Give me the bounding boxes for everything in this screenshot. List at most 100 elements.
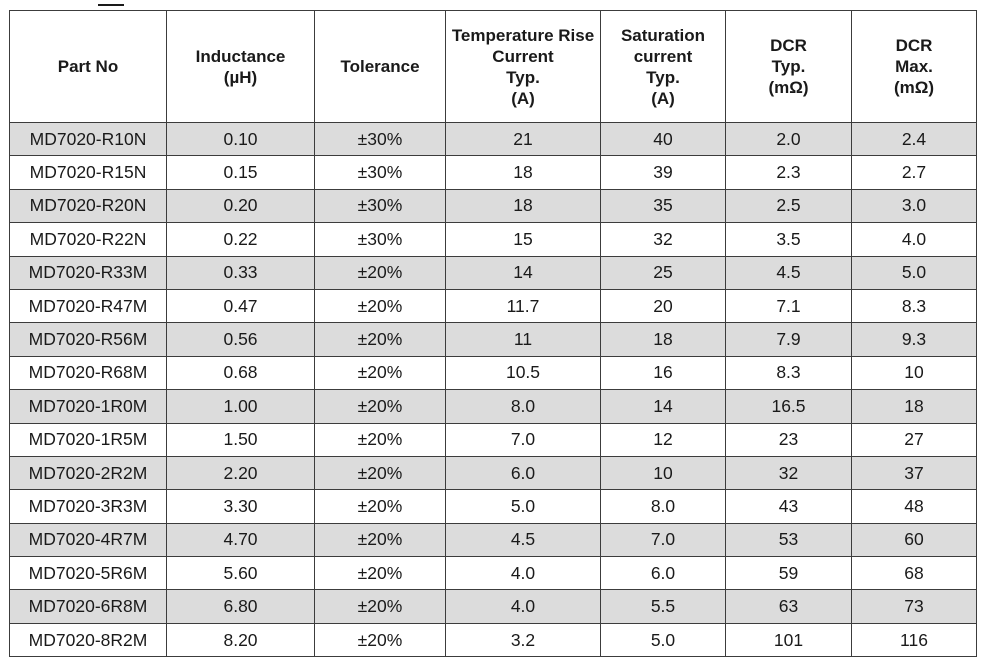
cell-dcr-max: 73	[851, 589, 977, 624]
header-text-line: Current	[492, 46, 554, 66]
header-text-line: Tolerance	[340, 57, 420, 76]
cell-saturation-current: 40	[600, 121, 726, 157]
cell-dcr-typ: 4.5	[725, 255, 852, 290]
header-tolerance: Tolerance	[314, 10, 446, 123]
cell-part-no: MD7020-R47M	[9, 288, 167, 324]
cell-part-no: MD7020-5R6M	[9, 556, 167, 591]
cell-saturation-current: 39	[600, 155, 726, 190]
cell-tolerance: ±20%	[314, 589, 446, 624]
cell-tolerance: ±20%	[314, 389, 446, 424]
header-text-line: DCR	[895, 36, 933, 55]
cell-part-no: MD7020-R56M	[9, 322, 167, 357]
cell-inductance: 1.50	[166, 422, 315, 457]
cell-saturation-current: 10	[600, 455, 726, 491]
cell-dcr-max: 2.7	[851, 155, 977, 190]
cell-tolerance: ±20%	[314, 322, 446, 357]
cell-temp-rise-current: 5.0	[445, 489, 601, 524]
cell-inductance: 8.20	[166, 622, 315, 658]
table-row: MD7020-R56M 0.56 ±20% 11 18 7.9 9.3	[9, 322, 977, 357]
cell-dcr-typ: 43	[725, 489, 852, 524]
cell-part-no: MD7020-8R2M	[9, 622, 167, 658]
cell-dcr-typ: 2.0	[725, 121, 852, 157]
cell-dcr-typ: 23	[725, 422, 852, 457]
cell-saturation-current: 32	[600, 222, 726, 257]
table-row: MD7020-R10N 0.10 ±30% 21 40 2.0 2.4	[9, 121, 977, 157]
table-row: MD7020-6R8M 6.80 ±20% 4.0 5.5 63 73	[9, 589, 977, 624]
cell-inductance: 2.20	[166, 455, 315, 491]
cell-part-no: MD7020-R22N	[9, 222, 167, 257]
header-row: Part No Inductance (µH) Tolerance Temperatur…	[9, 10, 977, 123]
table-row: MD7020-R68M 0.68 ±20% 10.5 16 8.3 10	[9, 355, 977, 391]
table-body: MD7020-R10N 0.10 ±30% 21 40 2.0 2.4 MD7020-R15N…	[9, 121, 977, 658]
header-text-line: Max.	[895, 57, 933, 76]
header-text-line: Typ.	[506, 67, 540, 87]
cell-tolerance: ±20%	[314, 489, 446, 524]
cell-tolerance: ±20%	[314, 556, 446, 591]
header-saturation-current: Saturation current Typ. (A)	[600, 10, 726, 123]
cell-inductance: 4.70	[166, 522, 315, 558]
header-part-no: Part No	[9, 10, 167, 123]
cell-inductance: 0.68	[166, 355, 315, 391]
cell-inductance: 1.00	[166, 389, 315, 424]
cell-part-no: MD7020-4R7M	[9, 522, 167, 558]
cell-saturation-current: 5.0	[600, 622, 726, 658]
cell-dcr-typ: 2.3	[725, 155, 852, 190]
cell-dcr-max: 4.0	[851, 222, 977, 257]
cell-part-no: MD7020-R20N	[9, 188, 167, 224]
cell-part-no: MD7020-1R5M	[9, 422, 167, 457]
header-text-line: Saturation	[620, 25, 706, 45]
cell-part-no: MD7020-3R3M	[9, 489, 167, 524]
cell-saturation-current: 35	[600, 188, 726, 224]
cell-temp-rise-current: 11	[445, 322, 601, 357]
cell-saturation-current: 5.5	[600, 589, 726, 624]
cell-temp-rise-current: 3.2	[445, 622, 601, 658]
cell-temp-rise-current: 6.0	[445, 455, 601, 491]
header-text-line: Part No	[57, 57, 119, 76]
cell-dcr-max: 9.3	[851, 322, 977, 357]
cell-dcr-typ: 3.5	[725, 222, 852, 257]
cell-tolerance: ±20%	[314, 255, 446, 290]
cell-part-no: MD7020-2R2M	[9, 455, 167, 491]
cell-dcr-max: 37	[851, 455, 977, 491]
cell-dcr-max: 10	[851, 355, 977, 391]
cell-temp-rise-current: 10.5	[445, 355, 601, 391]
cell-temp-rise-current: 8.0	[445, 389, 601, 424]
cell-temp-rise-current: 4.0	[445, 589, 601, 624]
cell-tolerance: ±20%	[314, 288, 446, 324]
header-text-line: Typ.	[771, 57, 806, 76]
cell-part-no: MD7020-R33M	[9, 255, 167, 290]
cell-inductance: 5.60	[166, 556, 315, 591]
cell-dcr-max: 2.4	[851, 121, 977, 157]
cell-dcr-max: 68	[851, 556, 977, 591]
header-text-line: (µH)	[223, 67, 258, 87]
cell-dcr-max: 8.3	[851, 288, 977, 324]
header-text-line: current	[633, 46, 693, 66]
cell-saturation-current: 7.0	[600, 522, 726, 558]
header-dcr-max: DCR Max. (mΩ)	[851, 10, 977, 123]
cell-dcr-typ: 53	[725, 522, 852, 558]
header-text-line: Typ.	[646, 67, 680, 87]
table-row: MD7020-R22N 0.22 ±30% 15 32 3.5 4.0	[9, 222, 977, 257]
cell-temp-rise-current: 18	[445, 155, 601, 190]
cell-inductance: 6.80	[166, 589, 315, 624]
cell-tolerance: ±20%	[314, 455, 446, 491]
cell-part-no: MD7020-R68M	[9, 355, 167, 391]
table-row: MD7020-R15N 0.15 ±30% 18 39 2.3 2.7	[9, 155, 977, 190]
header-temp-rise-current: Temperature Rise Current Typ. (A)	[445, 10, 601, 123]
cell-inductance: 0.20	[166, 188, 315, 224]
cell-dcr-typ: 16.5	[725, 389, 852, 424]
cell-tolerance: ±30%	[314, 121, 446, 157]
header-text-line: DCR	[770, 36, 807, 55]
table-header: Part No Inductance (µH) Tolerance Temperatur…	[9, 10, 977, 123]
cell-inductance: 0.33	[166, 255, 315, 290]
cell-tolerance: ±20%	[314, 355, 446, 391]
cell-dcr-typ: 7.9	[725, 322, 852, 357]
cell-part-no: MD7020-1R0M	[9, 389, 167, 424]
cell-inductance: 3.30	[166, 489, 315, 524]
cell-dcr-max: 5.0	[851, 255, 977, 290]
cell-tolerance: ±30%	[314, 155, 446, 190]
cell-inductance: 0.47	[166, 288, 315, 324]
cell-saturation-current: 18	[600, 322, 726, 357]
header-text-line: Inductance	[195, 46, 286, 66]
cell-tolerance: ±30%	[314, 188, 446, 224]
